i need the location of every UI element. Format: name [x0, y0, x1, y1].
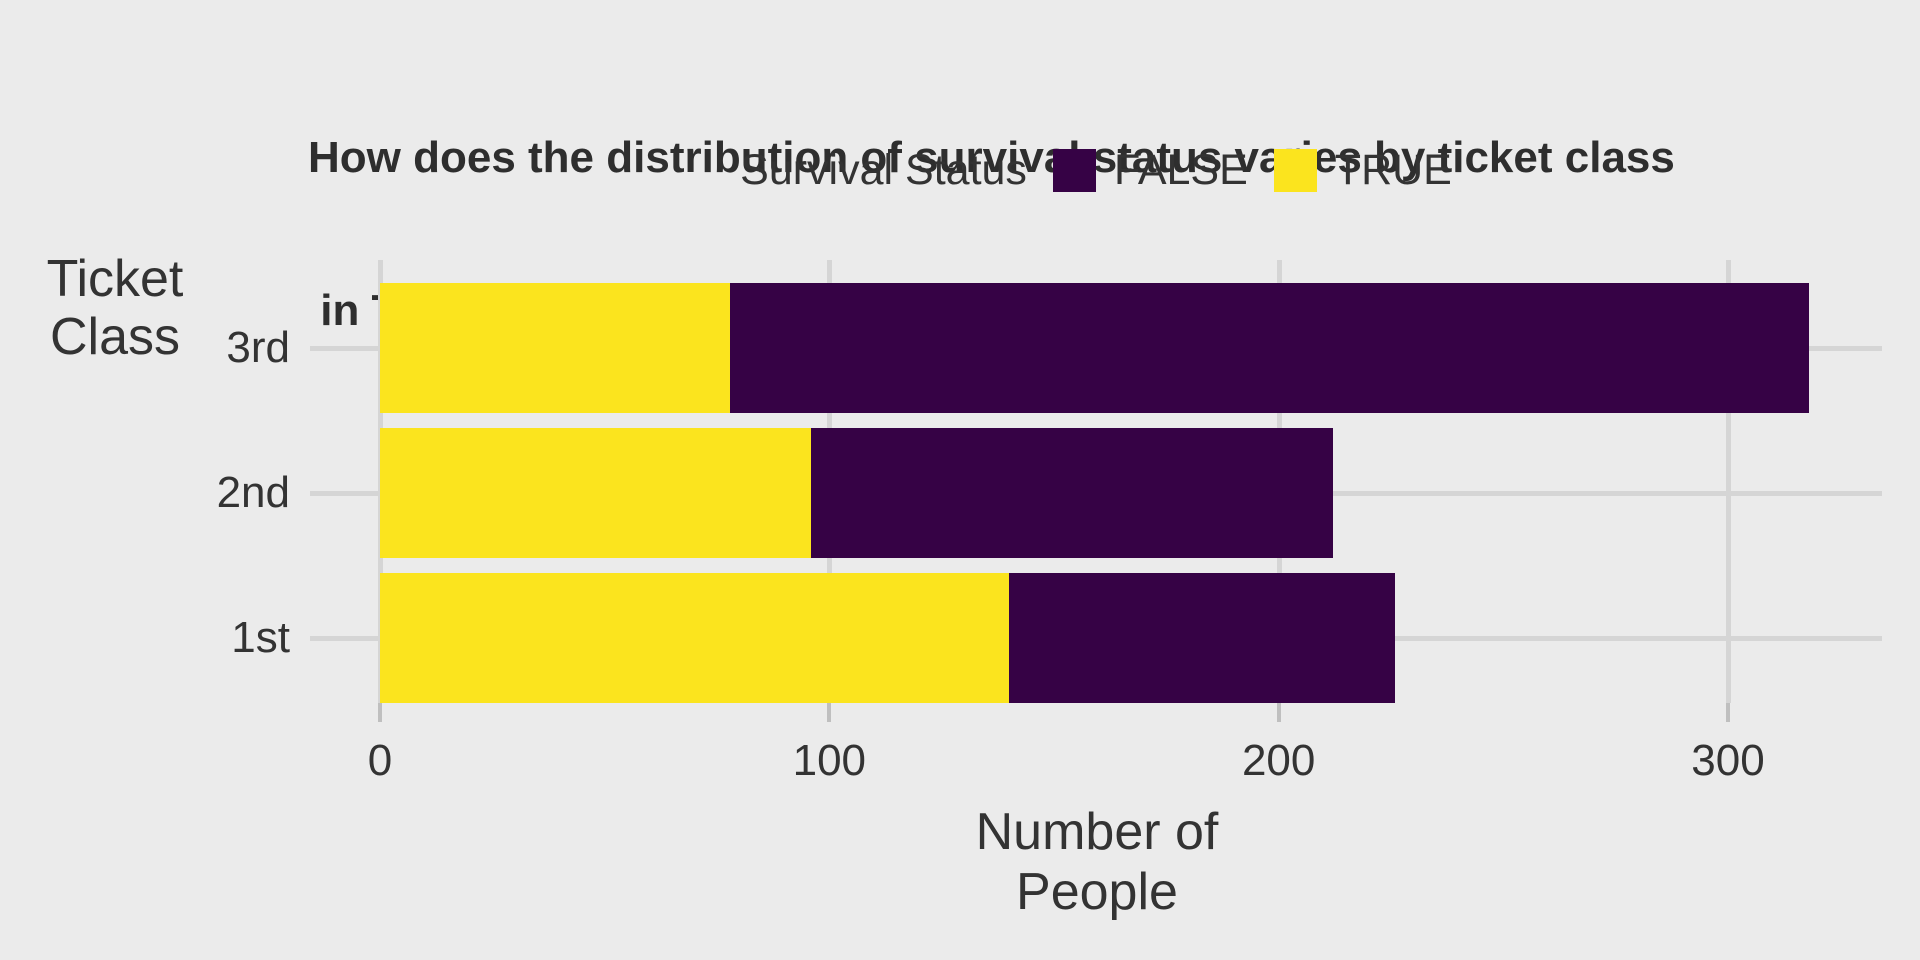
y-tick-label-1st: 1st [231, 613, 290, 662]
y-axis-title: Ticket Class [20, 250, 210, 366]
legend: Survival Status FALSE TRUE [310, 144, 1882, 196]
legend-swatch-false[interactable] [1052, 148, 1096, 192]
x-tick-mark-0 [378, 703, 382, 722]
x-tick-label-0: 0 [367, 736, 393, 785]
x-tick-mark-300 [1725, 703, 1730, 722]
bar-3rd-false[interactable] [730, 283, 1809, 413]
x-tick-label-200: 200 [1241, 736, 1316, 785]
x-tick-label-300: 300 [1691, 736, 1765, 785]
bar-2nd-true[interactable] [380, 428, 812, 558]
legend-label-true[interactable]: TRUE [1334, 145, 1452, 194]
gridline-vertical-300 [1725, 260, 1731, 703]
legend-item-true[interactable]: TRUE [1273, 145, 1452, 195]
legend-title: Survival Status [740, 145, 1027, 194]
legend-swatch-true[interactable] [1273, 148, 1317, 192]
legend-item-false[interactable]: FALSE [1052, 145, 1248, 195]
x-axis-title-line2: People [1016, 863, 1178, 921]
bar-2nd-false[interactable] [811, 428, 1333, 558]
y-tick-label-3rd: 3rd [226, 323, 290, 372]
legend-label-false[interactable]: FALSE [1113, 145, 1248, 194]
y-axis-title-line1: Ticket [46, 250, 184, 308]
bar-1st-false[interactable] [1009, 573, 1396, 703]
bar-3rd-true[interactable] [380, 283, 731, 413]
y-axis-title-line2: Class [49, 308, 181, 366]
x-tick-mark-200 [1276, 703, 1281, 722]
bar-1st-true[interactable] [380, 573, 1010, 703]
plot-panel [310, 260, 1882, 703]
x-tick-mark-100 [827, 703, 832, 722]
x-axis-title-line1: Number of [975, 803, 1219, 861]
x-tick-label-100: 100 [792, 736, 867, 785]
x-axis-title: Number of People [847, 802, 1347, 922]
y-tick-label-2nd: 2nd [216, 468, 290, 517]
